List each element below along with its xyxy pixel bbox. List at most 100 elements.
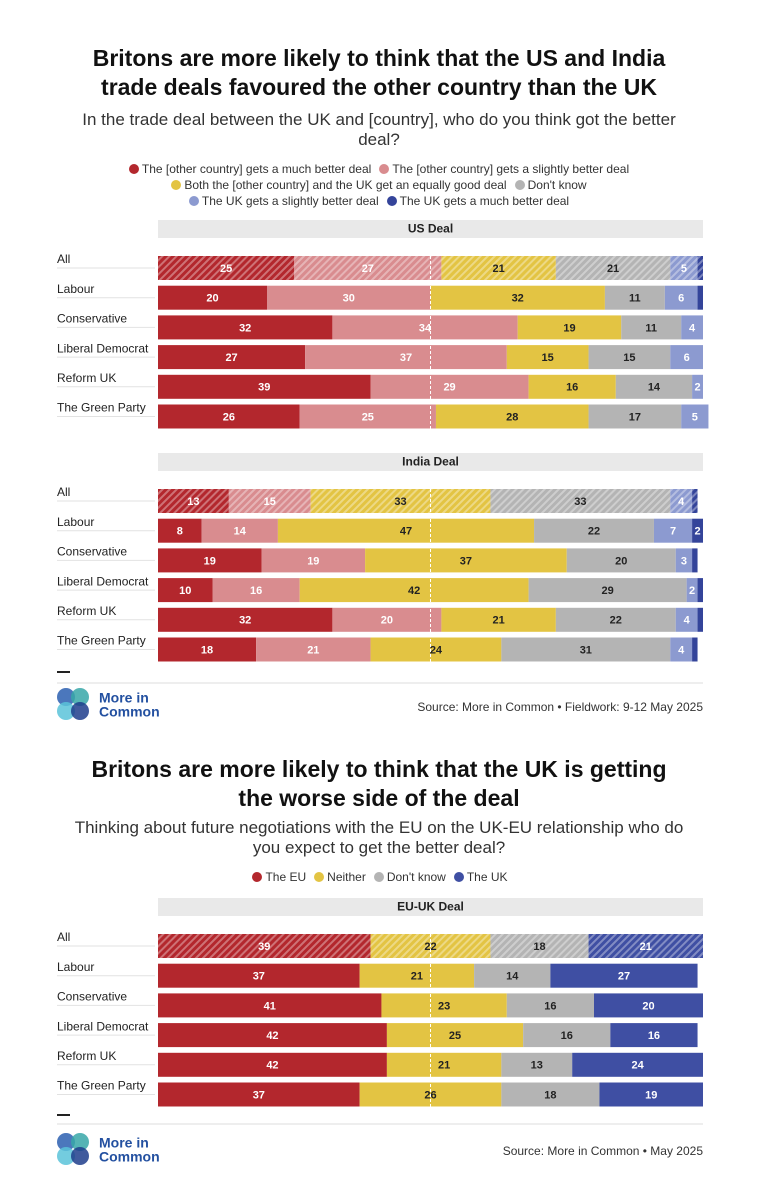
value-label: 22 (610, 615, 622, 627)
logo-text: More in (99, 690, 149, 706)
value-label: 21 (438, 1060, 450, 1072)
logo-mark (57, 1147, 75, 1165)
bar-segment (305, 345, 507, 370)
category-label: Liberal Democrat (57, 1019, 149, 1033)
bar-segment (474, 963, 551, 988)
category-label: Liberal Democrat (57, 341, 149, 355)
value-label: 11 (645, 322, 657, 334)
hatch (310, 489, 491, 513)
category-label: Labour (57, 282, 94, 296)
value-label: 16 (648, 1030, 660, 1042)
category-label: Labour (57, 515, 94, 529)
legend-swatch (453, 872, 464, 882)
value-label: 30 (343, 293, 355, 305)
legend: The [other country] gets a much better d… (94, 161, 664, 209)
category-label: Conservative (57, 990, 127, 1004)
bar-segment (365, 548, 567, 573)
category-label: All (57, 485, 70, 499)
panel-heading: India Deal (402, 455, 459, 469)
hatch (490, 934, 589, 958)
value-label: 33 (574, 496, 586, 508)
value-label: 4 (678, 644, 685, 656)
value-label: 7 (670, 526, 676, 538)
legend-item: The [other country] gets a much better d… (128, 161, 371, 177)
legend-item: Both the [other country] and the UK get … (171, 177, 507, 193)
bar-segment (692, 518, 703, 543)
bar-segment (528, 374, 616, 399)
panel-heading-band (158, 220, 703, 238)
value-label: 47 (400, 526, 412, 538)
legend: The EU Neither Don't know The UK (180, 869, 580, 885)
bar-segment (692, 374, 703, 399)
value-label: 5 (681, 263, 687, 275)
bar-segment (158, 963, 360, 988)
bar-segment (158, 548, 262, 573)
bar-segment (158, 315, 333, 340)
hatch (670, 489, 693, 513)
bar-segment (158, 637, 257, 662)
value-label: 41 (264, 1000, 276, 1012)
bar-segment (506, 345, 589, 370)
value-label: 24 (631, 1060, 644, 1072)
value-label: 18 (533, 941, 545, 953)
bar-segment (555, 607, 676, 632)
logo-mark (71, 688, 89, 706)
value-label: 37 (253, 1089, 265, 1101)
legend-label: The UK (466, 870, 508, 884)
legend-item: Don't know (514, 177, 587, 193)
legend-item: Neither (314, 869, 366, 885)
value-label: 39 (258, 941, 270, 953)
logo-mark (71, 1133, 89, 1151)
legend-item: Don't know (373, 869, 446, 885)
value-label: 21 (493, 615, 505, 627)
hatch (490, 489, 671, 513)
value-label: 19 (204, 555, 216, 567)
value-label: 21 (411, 971, 423, 983)
legend-label: Both the [other country] and the UK get … (184, 178, 507, 192)
legend-label: The UK gets a much better deal (399, 194, 570, 208)
bar-segment (572, 1052, 703, 1077)
bar-segment (550, 963, 698, 988)
value-label: 20 (615, 555, 627, 567)
legend-item: The UK (453, 869, 508, 885)
legend-swatch (314, 872, 325, 882)
value-label: 11 (629, 293, 641, 305)
bar-segment (534, 518, 654, 543)
value-label: 2 (694, 526, 700, 538)
bar-segment (441, 607, 556, 632)
value-label: 42 (266, 1030, 278, 1042)
bar-segment (670, 637, 693, 662)
chart-title: Britons are more likely to think that th… (91, 756, 667, 782)
category-label: The Green Party (57, 401, 146, 415)
legend-swatch (188, 196, 199, 206)
logo-text: Common (99, 704, 160, 720)
chart-subtitle: Thinking about future negotiations with … (74, 818, 684, 837)
category-label: The Green Party (57, 634, 146, 648)
value-label: 31 (580, 644, 592, 656)
bar-segment (261, 548, 366, 573)
bar-segment (277, 518, 535, 543)
logo-text: Common (99, 1149, 160, 1165)
value-label: 25 (449, 1030, 461, 1042)
value-label: 33 (394, 496, 406, 508)
legend-swatch (171, 180, 182, 190)
legend-item: The [other country] gets a slightly bett… (379, 161, 629, 177)
hatch (441, 256, 556, 280)
bar-segment (158, 1082, 360, 1107)
value-label: 16 (561, 1030, 573, 1042)
bar-segment (615, 374, 693, 399)
legend-label: The EU (265, 870, 307, 884)
bar-segment (621, 315, 682, 340)
bar-segment (158, 345, 306, 370)
legend-label: Don't know (386, 870, 446, 884)
bar-segment (386, 1052, 502, 1077)
bar-segment (501, 1082, 600, 1107)
source: Source: More in Common • May 2025 (503, 1144, 704, 1158)
category-label: All (57, 252, 70, 266)
bar-segment (212, 578, 300, 603)
bar-segment (599, 1082, 703, 1107)
bar-segment (256, 637, 371, 662)
hatch (158, 934, 371, 958)
value-label: 32 (239, 615, 251, 627)
logo-mark (71, 702, 89, 720)
